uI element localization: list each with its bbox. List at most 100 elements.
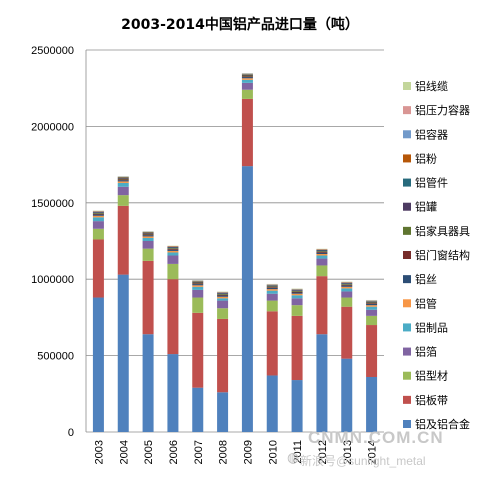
legend-swatch xyxy=(403,275,411,284)
bar-segment xyxy=(92,213,104,214)
bar-segment xyxy=(291,293,303,296)
bar-segment xyxy=(192,289,204,298)
bar-segment xyxy=(192,285,204,287)
x-tick-label: 2010 xyxy=(267,440,279,464)
bar-segment xyxy=(192,312,204,388)
bar-segment xyxy=(192,281,204,283)
bar-segment xyxy=(92,239,104,298)
legend-label: 铝容器 xyxy=(415,127,448,141)
legend-label: 铝压力容器 xyxy=(415,103,470,117)
bar-segment xyxy=(117,180,129,182)
bar-segment xyxy=(266,287,278,288)
bar-segment xyxy=(266,289,278,291)
legend-swatch xyxy=(403,82,411,90)
bar-segment xyxy=(366,303,378,306)
bar-segment xyxy=(341,284,353,286)
bar-segment xyxy=(117,177,129,179)
bar-segment xyxy=(341,297,353,307)
x-tick-label: 2012 xyxy=(317,440,329,464)
bar-segment xyxy=(142,232,154,234)
bar-segment xyxy=(366,309,378,316)
legend-label: 铝门窗结构 xyxy=(415,248,470,262)
legend-swatch xyxy=(403,420,411,428)
bar-segment xyxy=(316,252,328,253)
bar-segment xyxy=(366,306,378,310)
bar-segment xyxy=(266,286,278,288)
bar-segment xyxy=(266,300,278,312)
bar-segment xyxy=(266,293,278,301)
bar-segment xyxy=(117,179,129,181)
bar-segment xyxy=(167,249,179,251)
bar-segment xyxy=(142,234,154,236)
bar-segment xyxy=(117,178,129,180)
bar-segment xyxy=(291,291,303,293)
bar-segment xyxy=(117,195,129,206)
bar-segment xyxy=(291,298,303,306)
bar-segment xyxy=(316,250,328,252)
bar-segment xyxy=(291,380,303,432)
bar-segment xyxy=(241,75,253,77)
bar-segment xyxy=(241,78,253,80)
bar-segment xyxy=(192,387,204,432)
bar-segment xyxy=(366,325,378,377)
bar-segment xyxy=(291,305,303,316)
bar-segment xyxy=(117,181,129,183)
bar-segment xyxy=(192,282,204,284)
bar-segment xyxy=(316,276,328,335)
y-tick-label: 1000000 xyxy=(31,274,74,286)
bar-segment xyxy=(316,255,328,259)
y-tick-label: 1500000 xyxy=(31,198,74,210)
bar-segment xyxy=(291,315,303,381)
bar-segment xyxy=(266,285,278,287)
bar-segment xyxy=(92,212,104,214)
bar-segment xyxy=(316,265,328,277)
legend-swatch xyxy=(403,395,411,404)
bar-segment xyxy=(217,296,229,299)
y-tick-label: 2000000 xyxy=(31,121,74,133)
bar-segment xyxy=(167,247,179,249)
bar-segment xyxy=(142,233,154,235)
bar-segment xyxy=(217,294,229,296)
bar-segment xyxy=(341,285,353,287)
bar-segment xyxy=(117,274,129,432)
bar-segment xyxy=(167,354,179,432)
bar-segment xyxy=(241,166,253,433)
legend-label: 铝箔 xyxy=(415,345,437,359)
bar-segment xyxy=(266,311,278,376)
bar-segment xyxy=(167,250,179,253)
bar-segment xyxy=(341,358,353,432)
bar-segment xyxy=(341,286,353,289)
legend-swatch xyxy=(403,226,411,235)
legend-label: 铝丝 xyxy=(415,272,437,286)
bar-segment xyxy=(366,303,378,304)
chart-title: 2003-2014中国铝产品进口量（吨） xyxy=(121,17,359,33)
bar-segment xyxy=(316,258,328,266)
bar-segment xyxy=(291,290,303,292)
bar-segment xyxy=(167,248,179,249)
bar-segment xyxy=(316,252,328,254)
bar-segment xyxy=(167,279,179,355)
watermark-site: CNMN.COM.CN xyxy=(308,428,444,447)
bar-segment xyxy=(366,302,378,304)
x-tick-label: 2011 xyxy=(292,440,304,464)
legend-swatch xyxy=(403,130,411,139)
bar-segment xyxy=(142,241,154,249)
bar-segment xyxy=(92,214,104,216)
legend-swatch xyxy=(403,347,411,356)
bar-segment xyxy=(167,263,179,280)
bar-segment xyxy=(341,291,353,298)
bar-segment xyxy=(117,186,129,196)
legend-label: 铝及铝合金 xyxy=(415,417,470,431)
bar-segment xyxy=(217,294,229,295)
bar-segment xyxy=(316,251,328,253)
bar-segment xyxy=(266,290,278,294)
weibo-logo-icon: ◍ xyxy=(287,449,300,465)
bar-segment xyxy=(341,306,353,359)
legend-swatch xyxy=(403,251,411,259)
watermark-account: 新浪号@sunlight_metal xyxy=(300,454,426,468)
x-tick-label: 2003 xyxy=(93,440,105,464)
bar-segment xyxy=(92,228,104,240)
bar-segment xyxy=(92,297,104,432)
x-tick-label: 2014 xyxy=(367,440,379,464)
